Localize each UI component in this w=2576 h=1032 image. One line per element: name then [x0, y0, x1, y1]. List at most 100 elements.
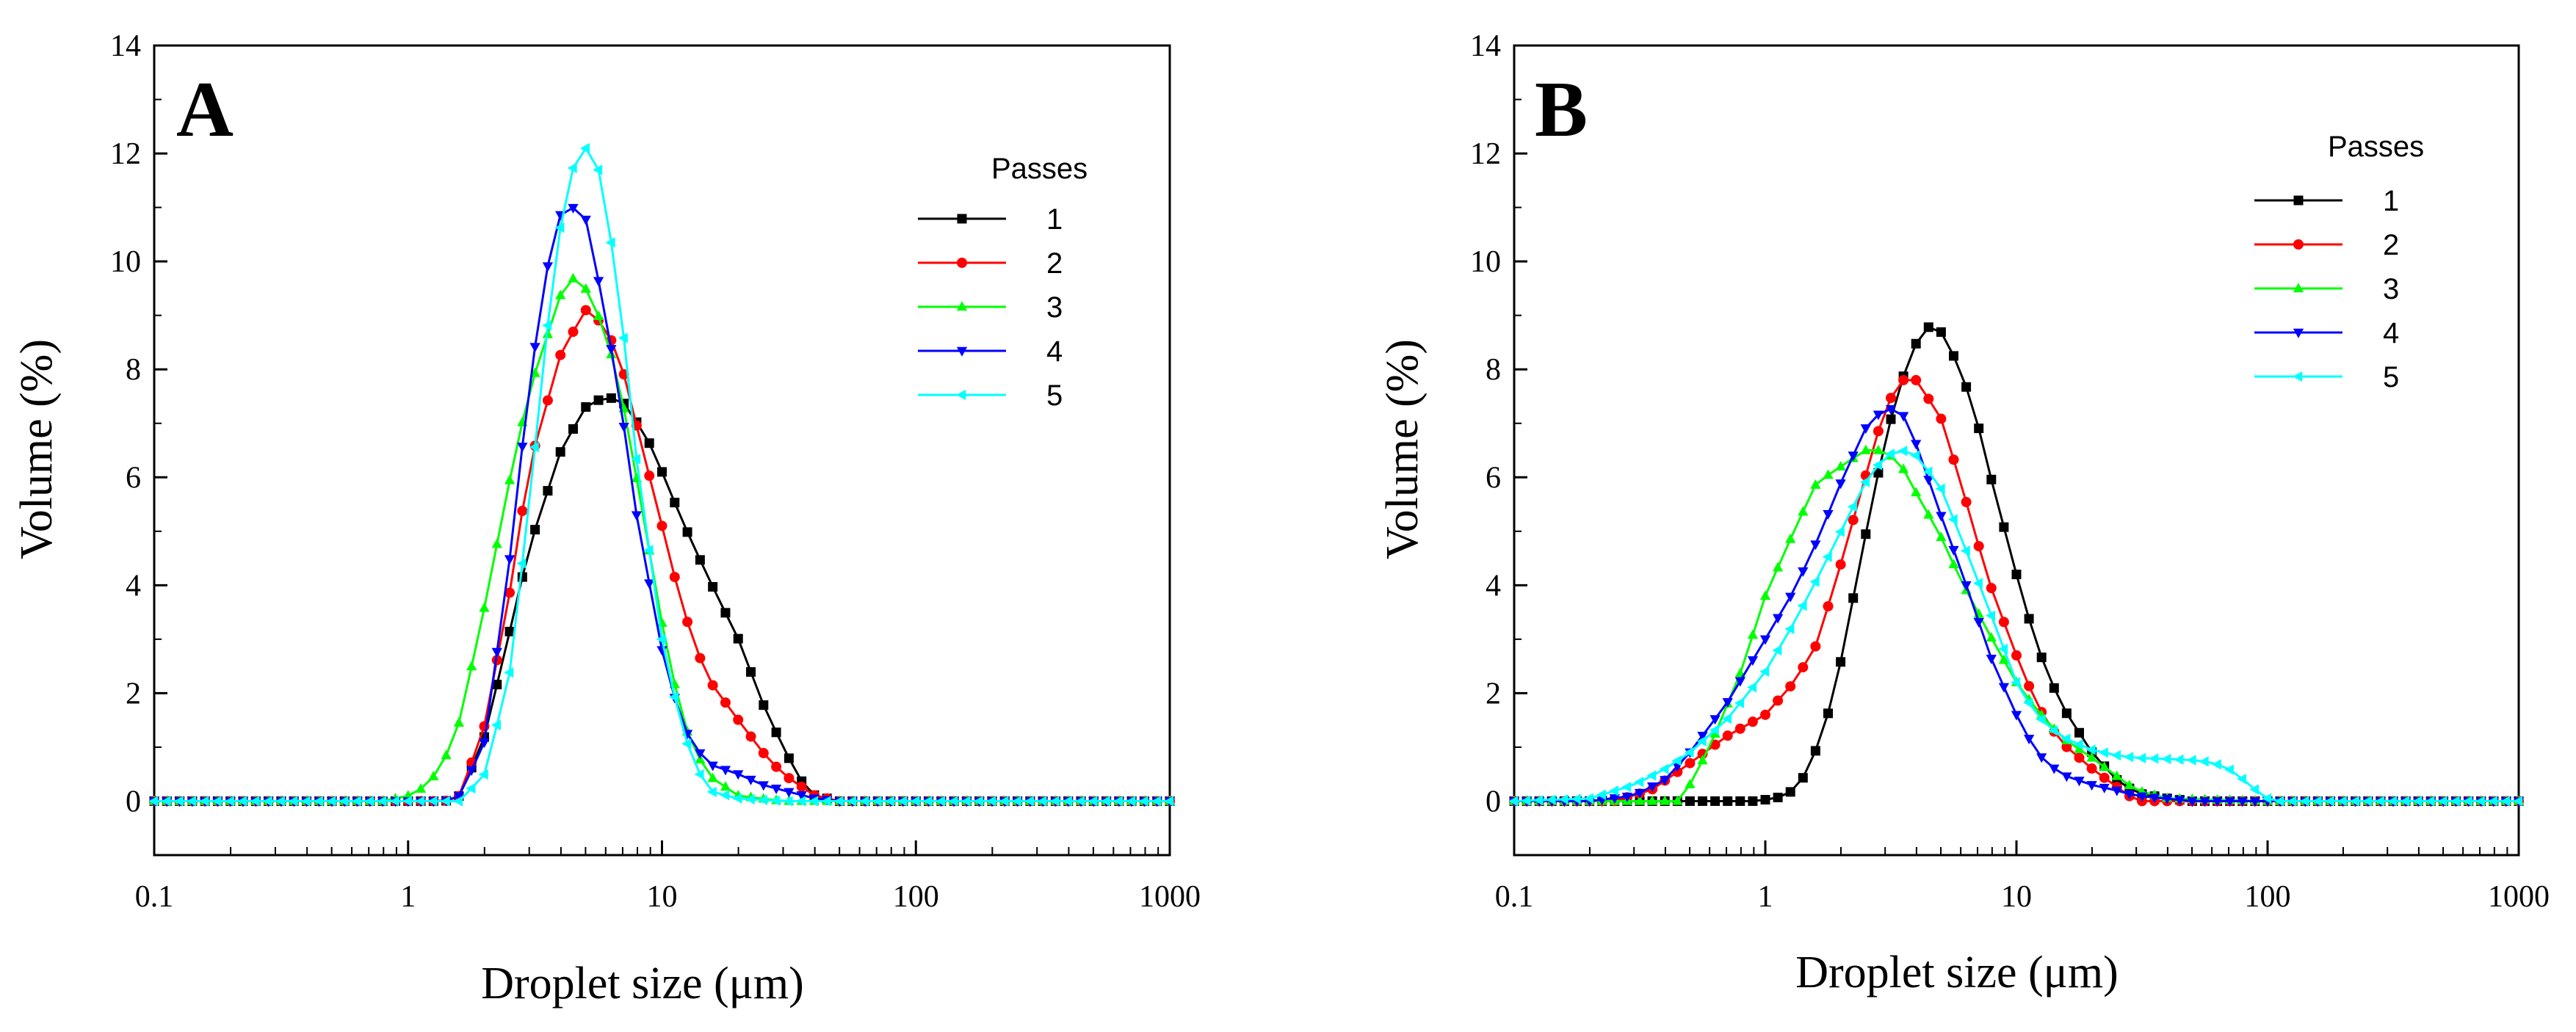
panel-a-data-point [516, 558, 527, 569]
panel-b-data-point [1986, 610, 1995, 621]
panel-a-y-tick-label: 10 [110, 245, 141, 279]
panel-a-data-point [415, 796, 425, 807]
panel-b-data-point [2475, 796, 2485, 807]
panel-b-legend-label: 2 [2383, 229, 2399, 261]
panel-b-data-point [1723, 796, 1733, 806]
panel-b-legend-marker [2293, 239, 2304, 250]
panel-a-x-tick-label: 100 [893, 880, 939, 914]
panel-a-legend-item-5: 5 [918, 379, 1063, 412]
panel-a-data-point [517, 572, 527, 582]
panel-b-data-point [1848, 593, 1859, 603]
panel-a-data-point [643, 545, 654, 556]
panel-b-legend-marker [2293, 195, 2304, 206]
panel-b-x-axis-title: Droplet size (μm) [1795, 948, 2119, 998]
panel-a-data-point [808, 796, 819, 807]
panel-b-data-point [1710, 796, 1721, 806]
panel-b-data-point [1936, 531, 1947, 542]
panel-a-data-point [453, 792, 465, 802]
panel-a-data-point [491, 647, 502, 658]
panel-a-data-point [784, 773, 795, 784]
panel-a-data-point [758, 748, 769, 759]
panel-b-data-point [2136, 752, 2146, 764]
panel-a-data-point [1113, 796, 1124, 807]
panel-b-data-point [2375, 796, 2385, 807]
panel-a-data-point [695, 555, 705, 565]
panel-b-y-axis-title: Volume (%) [1378, 339, 1428, 559]
panel-b-data-point [1734, 677, 1745, 687]
panel-a-data-point [262, 796, 272, 807]
panel-a-data-point [733, 633, 743, 644]
panel-b-series-line-4 [1514, 407, 2519, 802]
panel-b-data-point [1897, 446, 1908, 457]
panel-a-data-point [758, 781, 769, 791]
panel-b-data-point [1634, 795, 1646, 805]
panel-b-data-point [1798, 773, 1808, 783]
panel-a-data-point [581, 401, 591, 412]
panel-b-data-point [1722, 698, 1733, 708]
panel-a-data-point [504, 626, 515, 636]
panel-b-x-tick-label: 1000 [2488, 880, 2550, 914]
panel-a-data-point [187, 796, 197, 807]
panel-b-data-point [1998, 617, 2009, 628]
panel-a-legend-item-3: 3 [918, 291, 1063, 324]
panel-b-data-point [2086, 763, 2097, 774]
panel-b-data-point [1772, 562, 1784, 572]
panel-b-data-point [2011, 650, 2022, 661]
panel-a-data-point [542, 320, 552, 331]
panel-b-data-point [1873, 468, 1884, 478]
panel-b-data-point [2186, 755, 2196, 766]
panel-b-data-point [1936, 413, 1947, 424]
panel-a-data-point [758, 794, 767, 806]
panel-b-data-point [1759, 590, 1771, 600]
panel-b-data-point [1949, 351, 1958, 361]
panel-b-data-point [1823, 469, 1834, 479]
panel-a-data-point [833, 796, 844, 807]
panel-b-data-point [1785, 787, 1795, 797]
panel-a-data-point [466, 766, 477, 777]
panel-b-data-point [1960, 545, 1970, 556]
panel-a-data-point [656, 520, 667, 531]
panel-a-data-point [492, 680, 502, 690]
panel-a-data-point [555, 349, 566, 360]
panel-a-data-point [973, 796, 983, 807]
panel-b-legend-label: 3 [2383, 273, 2399, 305]
panel-b-legend-item-3: 3 [2254, 273, 2399, 305]
panel-b-data-point [1759, 666, 1770, 677]
panel-a-data-point [377, 796, 387, 807]
panel-a-data-point [695, 749, 706, 759]
panel-a-data-point [542, 262, 554, 272]
panel-a-data-point [530, 525, 540, 535]
panel-b-series-line-2 [1514, 379, 2519, 802]
panel-b-data-point [1646, 795, 1658, 805]
panel-a-series-1 [149, 393, 1175, 806]
panel-a-data-point [1049, 796, 1060, 807]
panel-a-data-point [707, 680, 718, 691]
panel-a-data-point [580, 305, 591, 316]
panel-b-y-tick-label: 4 [1486, 569, 1501, 603]
panel-b-data-point [2073, 738, 2083, 750]
panel-a-series-line-1 [154, 396, 1170, 802]
panel-a-data-point [529, 343, 540, 353]
panel-b-letter: B [1535, 66, 1588, 153]
panel-b-x-tick-label: 0.1 [1495, 880, 1534, 914]
panel-b-data-point [1721, 713, 1732, 724]
panel-b-series-line-5 [1513, 449, 2519, 802]
panel-a-data-point [1037, 796, 1047, 807]
panel-a-data-point [784, 788, 795, 798]
panel-a-data-point [897, 796, 908, 807]
panel-a-y-axis-title: Volume (%) [12, 339, 62, 559]
panel-b-data-point [2111, 786, 2122, 796]
panel-a-legend-label: 1 [1046, 203, 1063, 236]
panel-b-data-point [2074, 752, 2085, 763]
panel-b-series-line-1 [1514, 325, 2519, 802]
panel-a-y-tick-label: 0 [126, 785, 141, 818]
panel-b-data-point [1810, 746, 1820, 756]
panel-b-data-point [1911, 440, 1922, 450]
panel-a-data-point [605, 237, 615, 248]
panel-a-letter: A [176, 66, 234, 153]
panel-a-data-point [580, 283, 591, 293]
panel-b-legend-label: 5 [2383, 361, 2399, 393]
panel-b-data-point [1923, 322, 1933, 333]
panel-b-data-point [2023, 697, 2033, 708]
panel-a-data-point [364, 796, 375, 807]
